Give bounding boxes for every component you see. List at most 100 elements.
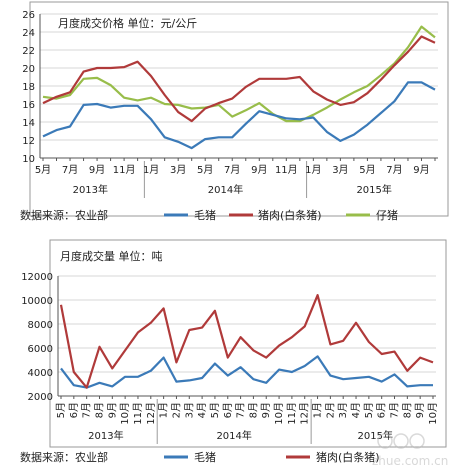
price-y-tick: 20 [22, 64, 35, 75]
price-x-tick: 9月 [251, 164, 267, 176]
price-chart: 月度成交价格 单位：元/公斤 10 12 14 16 18 20 22 24 26 5月 7月 9月… [20, 1, 449, 222]
volume-series-lines [59, 294, 434, 389]
price-grid [39, 13, 438, 198]
price-y-tick: 12 [22, 136, 35, 147]
volume-series-line [60, 355, 433, 389]
volume-year-label: 2014年 [216, 429, 251, 442]
watermark-logo: zhue.com.cn [372, 433, 448, 468]
price-footer: 数据来源：农业部 毛猪 猪肉(白条猪) 仔猪 [20, 208, 398, 222]
volume-y-tick: 8000 [28, 320, 53, 331]
volume-x-tick: 6月 [68, 402, 80, 418]
volume-year-label: 2013年 [88, 429, 123, 442]
price-y-tick: 16 [22, 100, 35, 111]
volume-x-tick: 2月 [170, 402, 182, 418]
volume-x-tick: 10月 [119, 402, 131, 425]
volume-chart: 月度成交量 单位：吨 2000 4000 6000 8000 10000 12000 5月… [20, 239, 447, 464]
volume-x-tick: 5月 [55, 402, 67, 418]
price-x-tick-labels: 5月 7月 9月 11月 1月 3月 5月 7月 9月 11月 1月 3月 5月 7月 9月 [35, 164, 430, 176]
price-x-tick: 5月 [359, 164, 375, 176]
volume-y-tick-labels: 2000 4000 6000 8000 10000 12000 [21, 272, 53, 403]
volume-x-tick: 7月 [81, 402, 93, 418]
volume-x-tick: 4月 [196, 402, 208, 418]
price-y-tick: 18 [22, 82, 35, 93]
volume-x-tick: 6月 [222, 402, 234, 418]
price-y-tick: 26 [22, 10, 35, 21]
volume-y-tick: 4000 [28, 368, 53, 379]
price-x-tick: 11月 [275, 164, 298, 176]
volume-x-tick: 7月 [235, 402, 247, 418]
volume-x-tick: 9月 [260, 402, 272, 418]
volume-footer: 数据来源：农业部 毛猪 猪肉(白条猪) [20, 450, 380, 464]
price-x-tick: 7月 [386, 164, 402, 176]
volume-chart-frame [49, 239, 447, 448]
price-x-tick: 5月 [35, 164, 51, 176]
watermark-ring-2 [393, 433, 409, 449]
watermark-ring-1 [377, 433, 393, 449]
volume-x-tick: 1月 [312, 402, 324, 418]
price-y-tick: 24 [22, 28, 35, 39]
volume-series-line [59, 294, 434, 389]
volume-year-labels: 2013年 2014年 2015年 [88, 429, 393, 442]
volume-x-tick: 1月 [158, 402, 170, 418]
volume-x-tick: 3月 [183, 402, 195, 418]
price-y-tick: 14 [22, 118, 35, 129]
volume-x-tick-labels: 5月 6月 7月 8月 9月 10月 11月 12月 1月 2月 3月 4月 5月 6月 7月 8月 9月 10月… [55, 402, 439, 425]
volume-x-tick: 11月 [286, 402, 298, 425]
volume-x-tick: 8月 [401, 402, 413, 418]
price-series-line [42, 35, 436, 123]
volume-x-tick: 4月 [350, 402, 362, 418]
legend2-pork: 猪肉(白条猪) [316, 450, 380, 464]
volume-y-tick: 6000 [28, 344, 53, 355]
price-x-tick: 3月 [170, 164, 186, 176]
watermark-ring-3 [409, 433, 425, 449]
legend-piglet: 仔猪 [376, 209, 398, 222]
volume-y-tick: 12000 [21, 272, 53, 283]
price-y-tick: 10 [22, 154, 35, 165]
price-x-tick: 3月 [332, 164, 348, 176]
price-year-labels: 2013年 2014年 2015年 [73, 183, 392, 196]
price-x-tick: 5月 [197, 164, 213, 176]
price-y-tick-labels: 10 12 14 16 18 20 22 24 26 [22, 10, 35, 165]
price-x-tick: 7月 [224, 164, 240, 176]
price-series-line [42, 25, 436, 123]
price-y-tick: 22 [22, 46, 35, 57]
price-x-tick: 1月 [305, 164, 321, 176]
volume-x-tick: 2月 [324, 402, 336, 418]
price-chart-title: 月度成交价格 单位：元/公斤 [58, 16, 197, 30]
volume-x-tick: 11月 [132, 402, 144, 425]
price-year-label: 2014年 [208, 183, 243, 196]
price-x-tick: 9月 [89, 164, 105, 176]
price-series-lines [42, 25, 436, 150]
price-year-label: 2013年 [73, 183, 108, 196]
price-series-line [42, 81, 436, 150]
volume-x-tick: 5月 [363, 402, 375, 418]
price-x-tick: 9月 [413, 164, 429, 176]
volume-x-tick: 8月 [247, 402, 259, 418]
volume-x-tick: 7月 [389, 402, 401, 418]
legend-hog: 毛猪 [194, 209, 216, 222]
legend2-hog: 毛猪 [194, 451, 216, 464]
volume-year-label: 2015年 [358, 429, 393, 442]
price-x-tick: 7月 [62, 164, 78, 176]
volume-source: 数据来源：农业部 [20, 450, 108, 464]
volume-y-tick: 2000 [28, 392, 53, 403]
volume-x-tick: 9月 [106, 402, 118, 418]
volume-x-tick: 10月 [273, 402, 285, 425]
volume-x-tick: 6月 [376, 402, 388, 418]
volume-x-tick: 12月 [145, 402, 157, 425]
watermark-text: zhue.com.cn [372, 454, 448, 468]
legend-pork: 猪肉(白条猪) [258, 208, 322, 222]
price-x-tick: 1月 [143, 164, 159, 176]
volume-x-tick: 3月 [337, 402, 349, 418]
volume-x-tick: 10月 [427, 402, 439, 425]
price-x-tick: 11月 [113, 164, 136, 176]
volume-chart-title: 月度成交量 单位：吨 [60, 249, 163, 263]
price-source: 数据来源：农业部 [20, 208, 108, 222]
volume-x-tick: 5月 [209, 402, 221, 418]
volume-x-tick: 9月 [414, 402, 426, 418]
volume-y-tick: 10000 [21, 296, 53, 307]
price-year-label: 2015年 [356, 183, 391, 196]
volume-x-tick: 8月 [94, 402, 106, 418]
volume-x-tick: 12月 [299, 402, 311, 425]
